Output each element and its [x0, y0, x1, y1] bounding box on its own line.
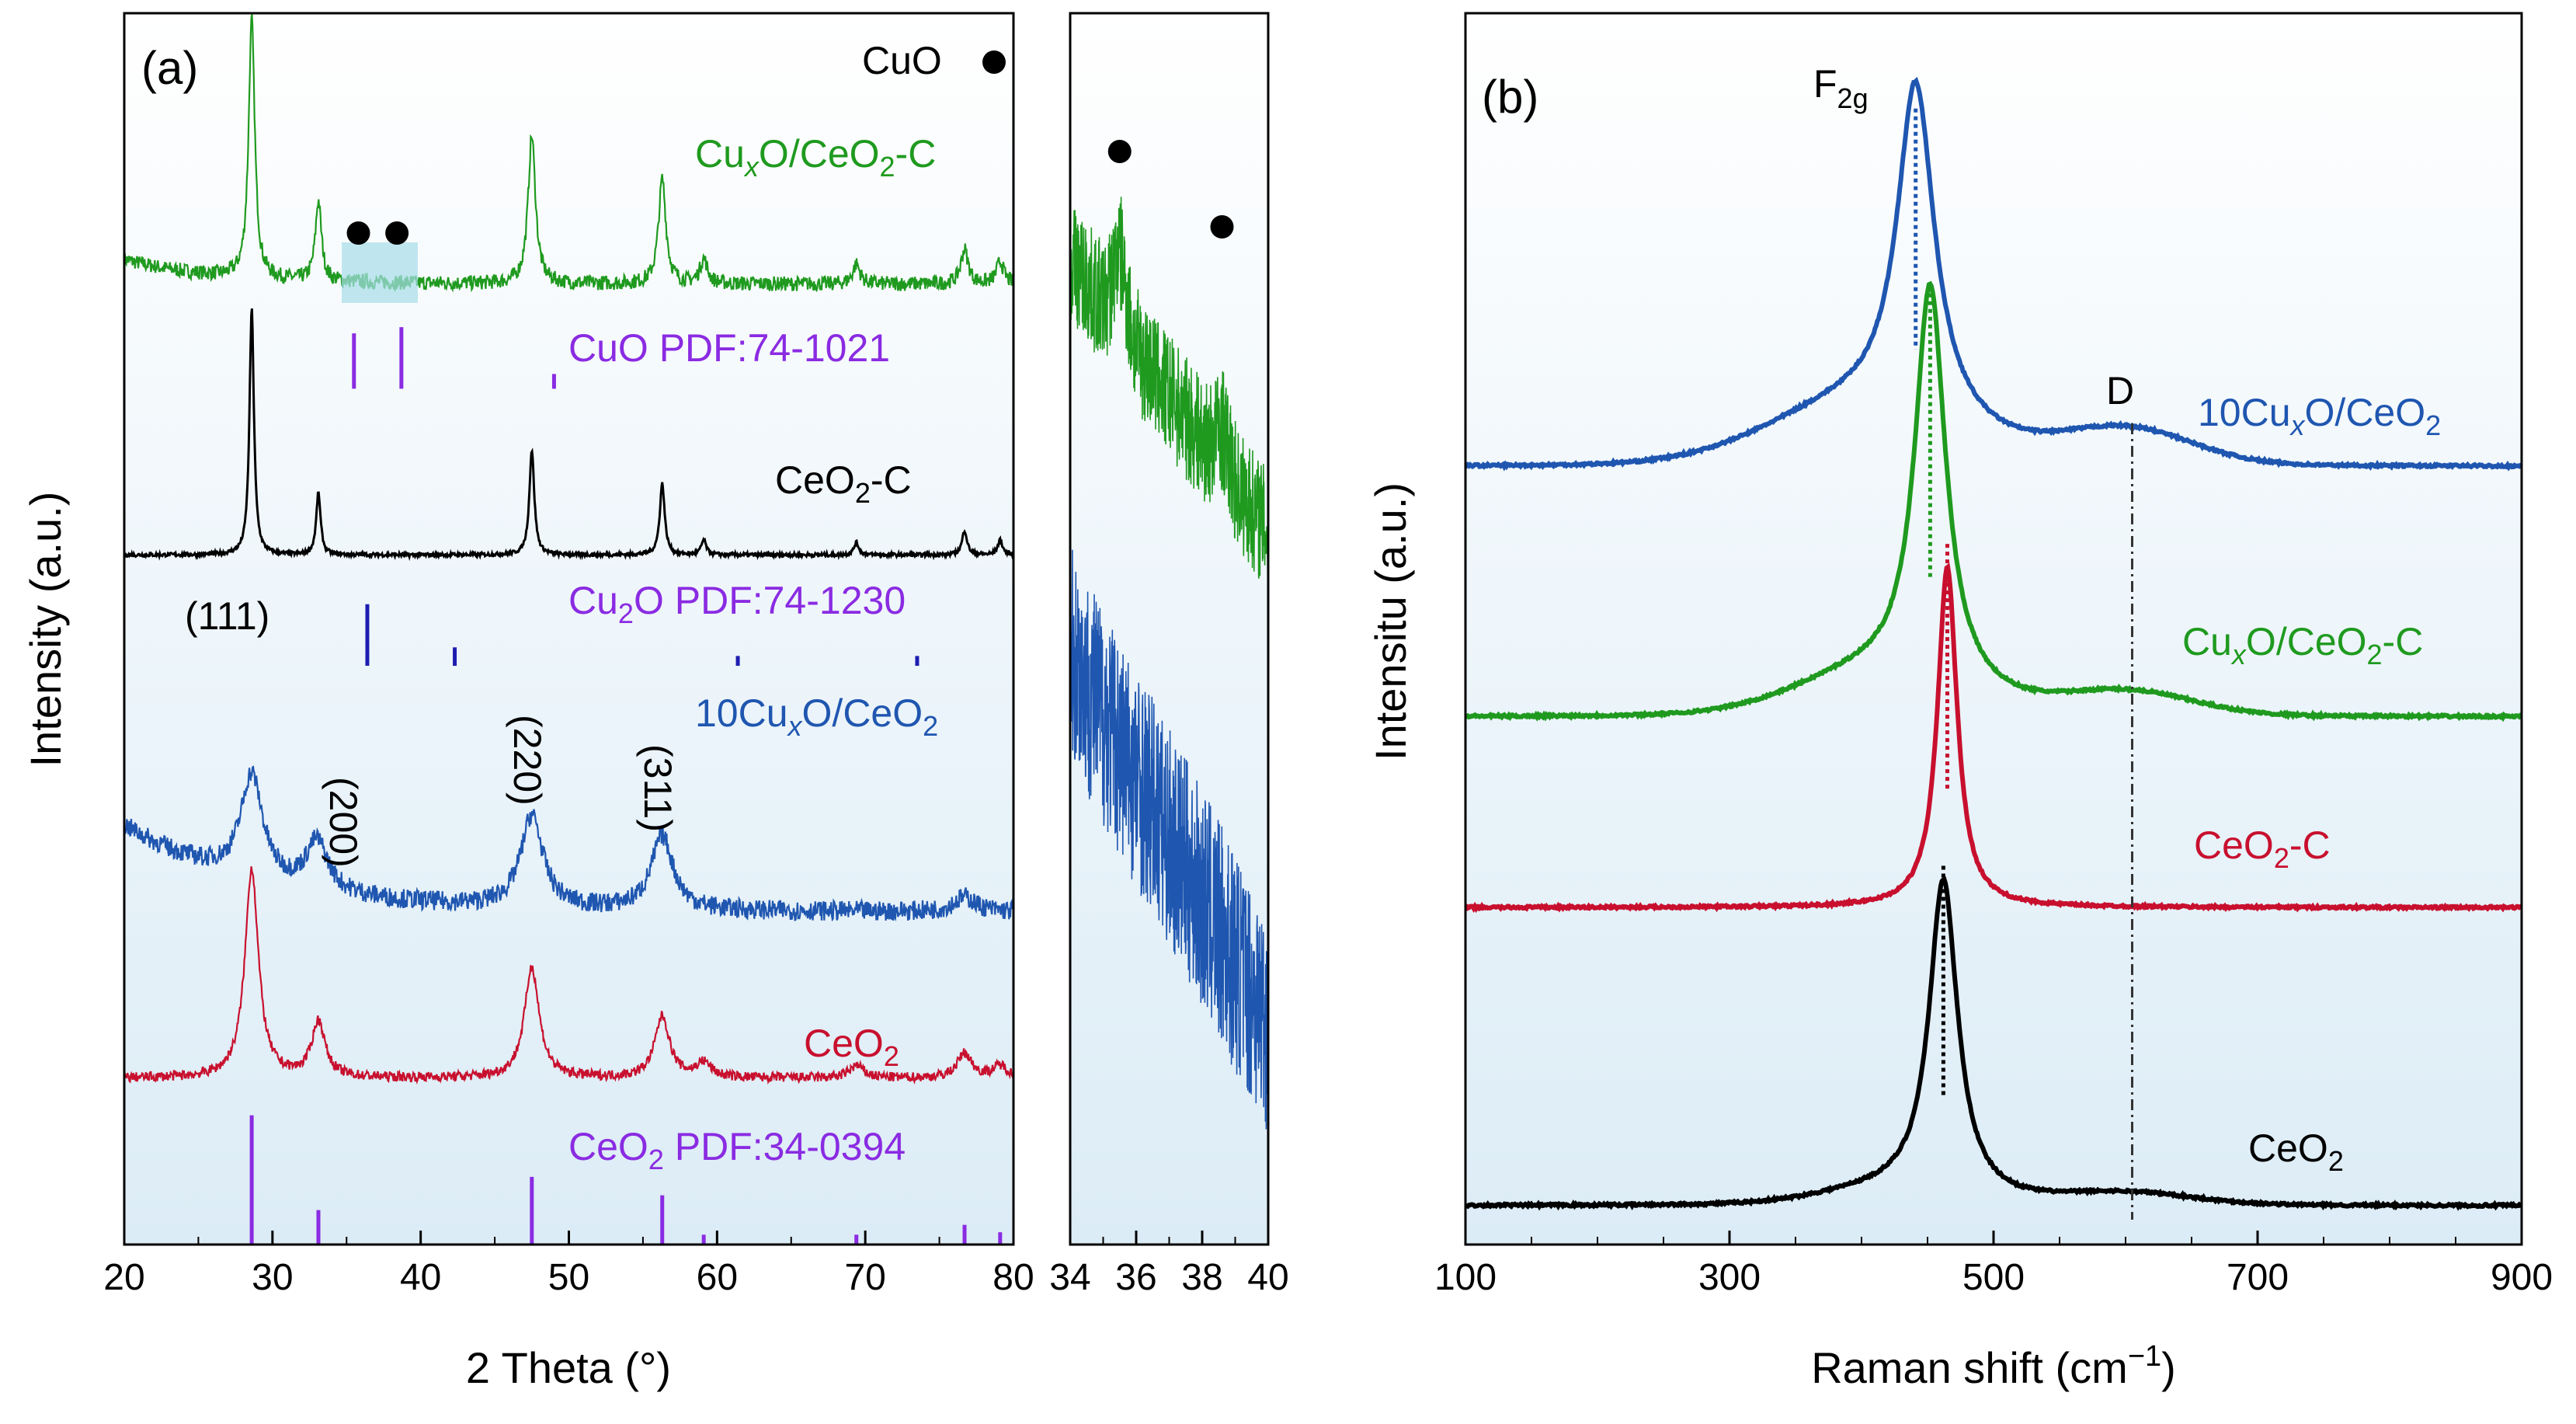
a-xtick-label: 40	[400, 1257, 441, 1298]
panel-b-plot-area	[1465, 13, 2522, 1245]
b-xtick-label: 900	[2491, 1257, 2553, 1298]
panel-a-y-axis-label: Intensity (a.u.)	[21, 492, 70, 768]
miller-311: (311)	[636, 744, 680, 832]
panel-b: 100 300 500 700 900 (b) Raman shift (cm−1) I…	[1366, 12, 2553, 1392]
panel-a-plot-area	[124, 13, 1013, 1245]
ref-label-ceo2: CeO2 PDF:34-0394	[568, 1125, 906, 1175]
inset-cuo-marker-0	[1107, 140, 1132, 163]
xrd-series-1	[124, 308, 1013, 562]
series-label-cuxo-ceo2-c: CuxO/CeO2-C	[695, 132, 936, 183]
inset-xtick-label: 40	[1247, 1257, 1288, 1298]
raman-label-ceo2-c: CeO2-C	[2194, 823, 2331, 874]
cuo-marker-0	[346, 221, 370, 245]
raman-series-1	[1465, 280, 2522, 722]
cuo-legend-marker	[982, 50, 1006, 74]
raman-series-0	[1465, 76, 2522, 472]
cuo-highlight-box	[342, 242, 418, 303]
cuo-marker-1	[385, 221, 409, 245]
series-label-ceo2-c: CeO2-C	[775, 458, 912, 509]
b-xtick-label: 700	[2227, 1257, 2289, 1298]
b-xtick-label: 500	[1962, 1257, 2025, 1298]
a-xtick-label: 30	[252, 1257, 293, 1298]
d-band-label: D	[2106, 369, 2134, 413]
a-xtick-label: 50	[548, 1257, 589, 1298]
miller-111: (111)	[185, 594, 269, 638]
a-xtick-label: 80	[993, 1257, 1034, 1298]
panel-a-x-axis-label: 2 Theta (°)	[466, 1343, 671, 1392]
inset-xtick-label: 36	[1115, 1257, 1156, 1298]
inset-panel: 34 36 38 40	[1049, 12, 1289, 1298]
a-xtick-label: 20	[103, 1257, 144, 1298]
raman-label-10cuxo-ceo2: 10CuxO/CeO2	[2198, 391, 2441, 441]
panel-a-label: (a)	[141, 42, 198, 94]
xrd-series-0	[124, 13, 1013, 293]
panel-a: 20 30 40 50 60 70 80 (a) 2 Theta (°) Intensity…	[21, 12, 1034, 1392]
panel-b-x-axis-label: Raman shift (cm−1)	[1811, 1340, 2176, 1392]
b-xtick-label: 100	[1434, 1257, 1497, 1298]
raman-series-3	[1465, 876, 2522, 1211]
ref-label-cuo: CuO PDF:74-1021	[568, 326, 890, 370]
panel-b-label: (b)	[1482, 71, 1538, 123]
ref-label-cu2o: Cu2O PDF:74-1230	[568, 579, 906, 629]
inset-cuo-marker-1	[1210, 215, 1234, 238]
xrd-series-2	[124, 765, 1013, 922]
inset-series-0	[1070, 197, 1268, 579]
raman-series-2	[1465, 562, 2522, 914]
raman-label-ceo2: CeO2	[2248, 1126, 2344, 1177]
b-xtick-label: 300	[1698, 1257, 1761, 1298]
xrd-series-3	[124, 866, 1013, 1085]
inset-xtick-label: 38	[1181, 1257, 1222, 1298]
f2g-label: F2g	[1813, 62, 1869, 114]
cuo-legend-text: CuO	[862, 39, 942, 82]
a-xtick-label: 70	[844, 1257, 885, 1298]
inset-series-1	[1070, 549, 1268, 1130]
inset-xtick-label: 34	[1049, 1257, 1090, 1298]
raman-label-cuxo-ceo2-c: CuxO/CeO2-C	[2182, 620, 2423, 670]
miller-200: (200)	[322, 777, 365, 868]
miller-220: (220)	[506, 715, 549, 806]
a-xtick-label: 60	[697, 1257, 738, 1298]
panel-b-y-axis-label: Intensitu (a.u.)	[1366, 482, 1415, 761]
series-label-ceo2: CeO2	[804, 1022, 899, 1072]
series-label-10cuxo-ceo2: 10CuxO/CeO2	[695, 691, 938, 742]
